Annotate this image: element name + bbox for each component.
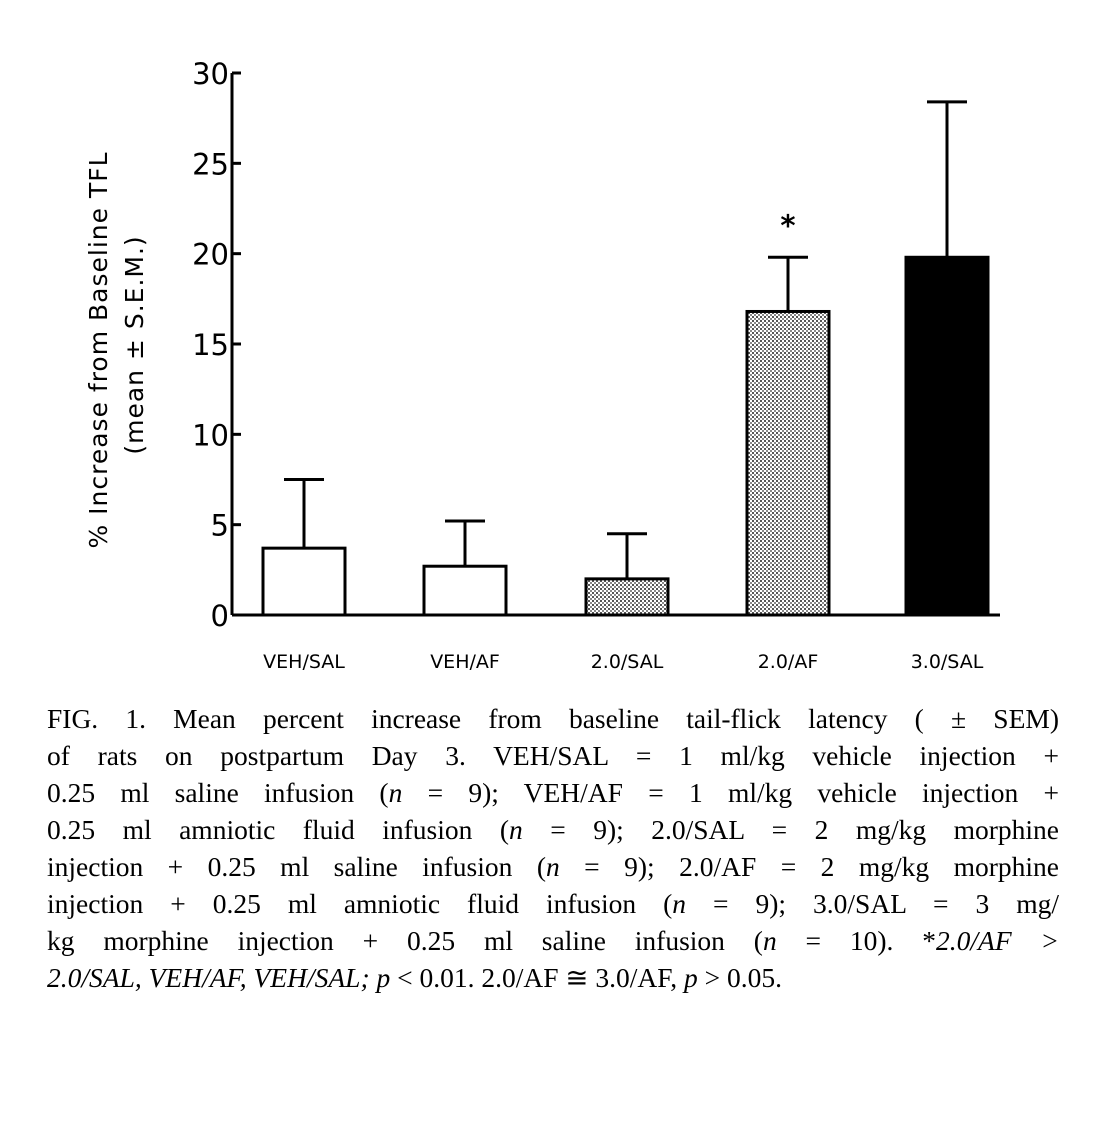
caption-text: = 9); VEH/AF = 1 ml/kg vehicle injection… (402, 777, 1059, 808)
x-tick-label: 3.0/SAL (911, 651, 984, 673)
caption-line: injection + 0.25 ml saline infusion (n =… (47, 848, 1059, 885)
caption-text: n (672, 888, 687, 919)
caption-text: 0.25 ml saline infusion ( (47, 777, 389, 808)
caption-text: n (545, 851, 560, 882)
significance-asterisk: * (780, 208, 795, 242)
caption-text: > 0.05. (697, 962, 783, 993)
bar-2-0-sal (584, 577, 670, 617)
bar-3-0-sal (904, 255, 990, 617)
y-tick-label: 15 (192, 328, 229, 362)
y-tick-label: 0 (211, 599, 229, 633)
labels: 0 5 10 15 20 25 30 VEH/SAL VEH/AF 2.0/SAL 2.0/AF 3.… (192, 57, 984, 673)
caption-text: FIG. 1. Mean percent increase from basel… (47, 703, 1059, 734)
caption-text: of rats on postpartum Day 3. VEH/SAL = 1… (47, 740, 1059, 771)
x-tick-label: 2.0/SAL (591, 651, 664, 673)
caption-line: 0.25 ml amniotic fluid infusion (n = 9);… (47, 811, 1059, 848)
y-tick-label: 25 (192, 147, 229, 181)
y-tick-label: 10 (192, 418, 229, 452)
caption-text: p (684, 962, 698, 993)
x-tick-label: 2.0/AF (758, 651, 819, 673)
y-tick-label: 20 (192, 238, 229, 272)
caption-text: = 9); 2.0/SAL = 2 mg/kg morphine (522, 814, 1059, 845)
caption-text: n (508, 814, 523, 845)
figure-caption: FIG. 1. Mean percent increase from basel… (47, 700, 1059, 996)
caption-text: < 0.01. 2.0/AF ≅ 3.0/AF, (390, 962, 685, 993)
x-tick-label: VEH/SAL (263, 651, 345, 673)
caption-text: kg morphine injection + 0.25 ml saline i… (47, 925, 763, 956)
caption-text: 2.0/SAL, VEH/AF, VEH/SAL; p (47, 962, 391, 993)
caption-text: n (388, 777, 403, 808)
y-axis-label-line-1: % Increase from Baseline TFL (84, 151, 113, 548)
caption-text: injection + 0.25 ml saline infusion ( (47, 851, 546, 882)
caption-text: 2.0/AF > (936, 925, 1060, 956)
caption-line: 2.0/SAL, VEH/AF, VEH/SAL; p < 0.01. 2.0/… (47, 959, 1059, 996)
caption-text: = 9); 3.0/SAL = 3 mg/ (686, 888, 1059, 919)
caption-line: FIG. 1. Mean percent increase from basel… (47, 700, 1059, 737)
caption-line: 0.25 ml saline infusion (n = 9); VEH/AF … (47, 774, 1059, 811)
y-tick-label: 5 (211, 509, 229, 543)
bar-2-0-af (745, 309, 831, 617)
bars (261, 100, 990, 617)
caption-line: of rats on postpartum Day 3. VEH/SAL = 1… (47, 737, 1059, 774)
caption-text: = 10). * (776, 925, 936, 956)
bar-veh-sal (261, 546, 347, 617)
caption-text: = 9); 2.0/AF = 2 mg/kg morphine (559, 851, 1059, 882)
x-tick-label: VEH/AF (430, 651, 500, 673)
caption-text: 0.25 ml amniotic fluid infusion ( (47, 814, 509, 845)
caption-text: injection + 0.25 ml amniotic fluid infus… (47, 888, 673, 919)
y-tick-label: 30 (192, 57, 229, 91)
caption-text: n (762, 925, 777, 956)
caption-line: kg morphine injection + 0.25 ml saline i… (47, 922, 1059, 959)
bar-veh-af (422, 564, 508, 617)
y-axis-label-line-2: (mean ± S.E.M.) (120, 235, 149, 454)
caption-line: injection + 0.25 ml amniotic fluid infus… (47, 885, 1059, 922)
